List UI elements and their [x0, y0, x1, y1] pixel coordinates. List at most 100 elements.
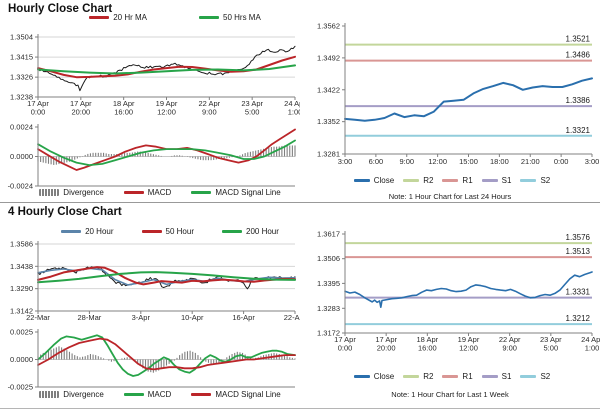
legend-item: Close: [353, 372, 394, 381]
four-hourly-macd-chart: 0.0025 0.0000 -0.0025: [8, 328, 296, 392]
svg-text:3-Apr: 3-Apr: [132, 313, 151, 322]
legend-item: 20 Hr MA: [89, 13, 147, 22]
svg-text:1.3290: 1.3290: [10, 284, 33, 293]
legend-label: Divergence: [63, 390, 104, 399]
svg-text:17 Apr: 17 Apr: [375, 335, 397, 344]
svg-text:1.3422: 1.3422: [317, 85, 340, 94]
legend-item: R1: [442, 372, 473, 381]
bottom-divider: [0, 408, 600, 409]
line-swatch: [191, 393, 212, 396]
svg-text:10-Apr: 10-Apr: [181, 313, 204, 322]
legend-item: Divergence: [39, 390, 104, 399]
legend-label: R2: [423, 176, 434, 185]
four-hourly-pivot-chart: 1.3576 1.3513 1.3331 1.3212 1.3617 1.3506 1.33…: [317, 230, 600, 353]
legend-label: R2: [423, 372, 434, 381]
legend-label: MACD: [147, 188, 172, 197]
svg-text:1.3283: 1.3283: [317, 304, 340, 313]
line-swatch: [353, 179, 370, 182]
svg-text:17 Apr: 17 Apr: [70, 99, 92, 108]
svg-text:18 Apr: 18 Apr: [113, 99, 135, 108]
hourly-pivot-chart: 1.3521 1.3486 1.3386 1.3321 1.3562 1.3492 1.34…: [317, 22, 600, 167]
line-swatch: [222, 230, 242, 233]
svg-text:1:00: 1:00: [585, 344, 600, 353]
legend-label: R1: [462, 372, 473, 381]
four-hourly-macd-legend: Divergence MACD MACD Signal Line: [20, 390, 300, 399]
svg-text:1.3562: 1.3562: [317, 22, 340, 31]
line-swatch: [61, 230, 82, 233]
svg-text:20:00: 20:00: [377, 344, 396, 353]
line-swatch: [520, 375, 537, 378]
svg-text:1.3576: 1.3576: [566, 233, 591, 242]
svg-text:1.3521: 1.3521: [566, 35, 591, 44]
svg-text:1.3586: 1.3586: [10, 240, 33, 249]
svg-text:15:00: 15:00: [459, 157, 478, 166]
legend-label: 50 Hrs MA: [223, 13, 261, 22]
hourly-ma-legend: 20 Hr MA 50 Hrs MA: [55, 13, 295, 22]
svg-text:22-Mar: 22-Mar: [26, 313, 50, 322]
svg-text:0.0000: 0.0000: [10, 152, 33, 161]
svg-text:1.3504: 1.3504: [10, 33, 33, 42]
legend-label: MACD: [147, 390, 172, 399]
hourly-macd-legend: Divergence MACD MACD Signal Line: [20, 188, 300, 197]
svg-text:1.3352: 1.3352: [317, 117, 340, 126]
line-swatch: [123, 393, 144, 396]
line-swatch: [442, 179, 459, 182]
line-swatch: [403, 375, 420, 378]
svg-text:22 Apr: 22 Apr: [499, 335, 521, 344]
legend-item: Close: [353, 176, 395, 185]
svg-text:12:00: 12:00: [157, 108, 176, 117]
line-swatch: [199, 16, 219, 19]
legend-item: S1: [481, 176, 512, 185]
legend-item: S2: [520, 372, 550, 381]
svg-text:16-Apr: 16-Apr: [232, 313, 255, 322]
svg-text:24 Apr: 24 Apr: [284, 99, 300, 108]
legend-label: S1: [501, 176, 512, 185]
legend-label: MACD Signal Line: [215, 390, 281, 399]
svg-text:21:00: 21:00: [521, 157, 540, 166]
svg-text:19 Apr: 19 Apr: [156, 99, 178, 108]
svg-text:19 Apr: 19 Apr: [458, 335, 480, 344]
legend-item: R1: [442, 176, 473, 185]
svg-text:1:00: 1:00: [288, 108, 300, 117]
legend-label: 200 Hour: [246, 227, 279, 236]
svg-text:18:00: 18:00: [490, 157, 509, 166]
svg-text:9:00: 9:00: [202, 108, 217, 117]
line-swatch: [481, 375, 498, 378]
svg-text:0.0025: 0.0025: [10, 328, 33, 337]
svg-text:28-Mar: 28-Mar: [78, 313, 102, 322]
legend-item: 20 Hour: [61, 227, 114, 236]
legend-item: Divergence: [39, 188, 104, 197]
svg-text:23 Apr: 23 Apr: [540, 335, 562, 344]
four-hourly-pivot-note: Note: 1 Hour Chart for Last 1 Week: [391, 390, 509, 399]
line-swatch: [353, 375, 370, 378]
svg-text:22 Apr: 22 Apr: [198, 99, 220, 108]
svg-text:9:00: 9:00: [502, 344, 517, 353]
legend-item: 50 Hour: [141, 227, 194, 236]
legend-label: S2: [540, 176, 551, 185]
line-swatch: [442, 375, 459, 378]
svg-text:1.3438: 1.3438: [10, 262, 33, 271]
svg-text:24 Apr: 24 Apr: [581, 335, 600, 344]
line-swatch: [141, 230, 162, 233]
divergence-bar-swatch: [39, 189, 60, 196]
svg-text:1.3492: 1.3492: [317, 53, 340, 62]
svg-text:3:00: 3:00: [338, 157, 353, 166]
svg-text:20:00: 20:00: [71, 108, 90, 117]
hourly-pivot-legend: Close R2 R1 S1 S2: [308, 176, 596, 185]
four-hourly-pivot-legend: Close R2 R1 S1 S2: [308, 372, 596, 381]
svg-text:1.3617: 1.3617: [317, 230, 340, 239]
line-swatch: [89, 16, 110, 19]
legend-item: MACD Signal Line: [191, 390, 281, 399]
svg-text:12:00: 12:00: [459, 344, 478, 353]
svg-text:1.3281: 1.3281: [317, 150, 340, 159]
svg-text:1.3395: 1.3395: [317, 279, 340, 288]
svg-text:17 Apr: 17 Apr: [27, 99, 49, 108]
legend-label: 20 Hr MA: [113, 13, 147, 22]
line-swatch: [520, 179, 537, 182]
svg-text:3:00: 3:00: [585, 157, 600, 166]
hourly-chart-title: Hourly Close Chart: [8, 3, 113, 15]
legend-label: Close: [373, 176, 395, 185]
legend-item: MACD Signal Line: [191, 188, 281, 197]
svg-text:5:00: 5:00: [245, 108, 260, 117]
